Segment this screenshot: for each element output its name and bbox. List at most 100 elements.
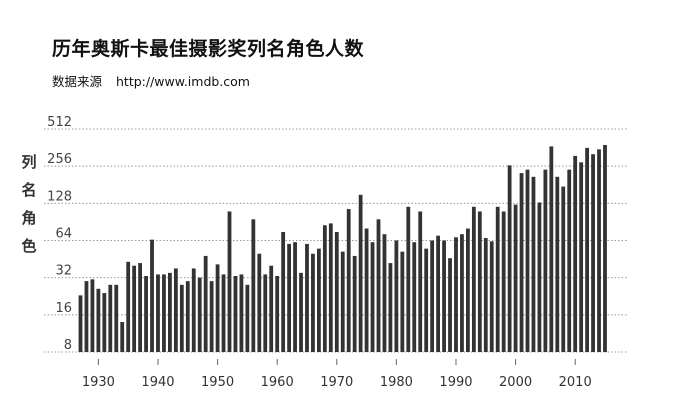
bar (394, 240, 399, 352)
bar (311, 253, 315, 352)
bar (108, 284, 113, 352)
y-axis-label-char: 角 (21, 209, 37, 227)
bar (305, 243, 309, 352)
bar (501, 211, 506, 352)
bar (78, 295, 83, 352)
y-tick-label: 256 (47, 152, 72, 167)
bar (275, 276, 280, 352)
bar (352, 255, 357, 352)
bar (525, 169, 530, 352)
x-tick-label: 1930 (82, 375, 115, 390)
bar (412, 242, 417, 352)
bar (215, 264, 220, 352)
bar (460, 234, 464, 352)
bar (102, 293, 107, 352)
bar (489, 241, 494, 352)
bar (299, 272, 303, 352)
bar (495, 206, 500, 352)
bar (227, 211, 232, 352)
bar (477, 211, 482, 352)
bar (466, 228, 470, 352)
bar (269, 265, 274, 352)
bar (334, 232, 339, 352)
bar (221, 274, 226, 352)
x-tick-label: 2000 (499, 375, 532, 390)
x-tick-label: 1980 (380, 375, 413, 390)
bar (173, 268, 178, 352)
bar (144, 276, 148, 352)
bar (436, 235, 440, 352)
bar (203, 255, 208, 352)
bar (382, 234, 387, 352)
bar (191, 268, 196, 352)
bar (168, 272, 172, 352)
bar (150, 239, 154, 352)
bar (322, 225, 327, 352)
bar (114, 284, 119, 352)
bar (120, 321, 125, 352)
bar (603, 144, 607, 352)
source-url[interactable]: http://www.imdb.com (116, 74, 250, 89)
bar (370, 242, 375, 352)
bar (430, 240, 435, 352)
chart-title: 历年奥斯卡最佳摄影奖列名角色人数 (52, 38, 365, 60)
x-tick-label: 1960 (261, 375, 294, 390)
x-tick-label: 1970 (320, 375, 353, 390)
bar (317, 248, 321, 352)
bar (585, 147, 589, 352)
bar (287, 243, 291, 352)
bar (483, 238, 488, 352)
bar (448, 258, 452, 352)
bar (519, 173, 524, 352)
bar (418, 211, 423, 352)
bar (531, 176, 536, 352)
bar (90, 279, 95, 352)
source-label: 数据来源 (52, 74, 103, 89)
bar (346, 209, 351, 352)
bar (257, 253, 262, 352)
bar (96, 288, 101, 352)
data-source: 数据来源 http://www.imdb.com (52, 71, 260, 90)
bar (376, 219, 381, 352)
bar (162, 274, 166, 352)
bar (549, 146, 554, 352)
y-tick-label: 128 (47, 189, 72, 204)
bar (471, 206, 476, 352)
x-tick-label: 2010 (559, 375, 592, 390)
y-tick-label: 8 (64, 338, 72, 353)
y-tick-label: 32 (55, 264, 72, 279)
bar (400, 251, 405, 352)
bar (293, 242, 297, 352)
bar (239, 274, 244, 352)
y-tick-label: 64 (55, 227, 72, 242)
bar (138, 263, 142, 352)
bar (328, 223, 333, 352)
bar (537, 202, 542, 352)
bar (597, 149, 601, 352)
bar (573, 155, 578, 352)
bar (555, 176, 560, 352)
bar (126, 261, 131, 352)
bar (281, 232, 286, 352)
bar (591, 154, 595, 352)
y-axis-label: 列 名 角 色 (18, 148, 40, 260)
x-tick-label: 1990 (439, 375, 472, 390)
bar (507, 165, 512, 352)
bar (424, 248, 429, 352)
bar (364, 228, 369, 352)
bar (513, 204, 518, 352)
bar (567, 169, 572, 352)
bar (233, 276, 238, 352)
bar (579, 162, 584, 352)
y-axis-label-char: 名 (21, 181, 37, 199)
y-tick-label: 16 (55, 301, 72, 316)
bar (442, 240, 446, 352)
bar (454, 237, 458, 352)
x-ticks: 1930 1940 1950 1960 1970 1980 1990 2000 2010 (82, 359, 592, 390)
bar (358, 194, 363, 352)
bar (388, 263, 393, 352)
y-axis-label-char: 色 (21, 237, 37, 255)
bar (543, 169, 548, 352)
bar (561, 186, 566, 352)
